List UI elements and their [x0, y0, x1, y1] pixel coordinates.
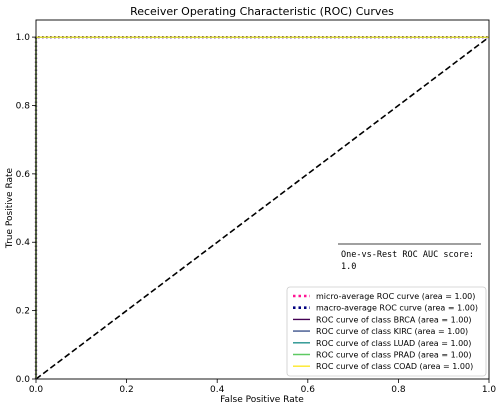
legend-label-1: macro-average ROC curve (area = 1.00) — [316, 304, 478, 313]
legend-label-3: ROC curve of class KIRC (area = 1.00) — [316, 327, 468, 336]
legend-label-4: ROC curve of class LUAD (area = 1.00) — [316, 339, 471, 348]
x-tick-label-1: 0.2 — [119, 385, 133, 395]
y-tick-label-5: 1.0 — [16, 33, 31, 43]
y-tick-label-1: 0.2 — [16, 307, 30, 317]
y-tick-label-2: 0.4 — [16, 238, 31, 248]
legend-label-6: ROC curve of class COAD (area = 1.00) — [316, 362, 473, 371]
annotation-line-1: One-vs-Rest ROC AUC score: — [341, 250, 474, 260]
y-tick-label-3: 0.6 — [16, 170, 31, 180]
x-tick-label-5: 1.0 — [482, 385, 496, 395]
auc-annotation: One-vs-Rest ROC AUC score: 1.0 — [338, 243, 481, 272]
legend-label-5: ROC curve of class PRAD (area = 1.00) — [316, 351, 472, 360]
chart-title: Receiver Operating Characteristic (ROC) … — [130, 5, 394, 18]
y-tick-label-4: 0.8 — [16, 101, 31, 111]
x-tick-label-2: 0.4 — [210, 385, 225, 395]
x-tick-label-0: 0.0 — [29, 385, 44, 395]
axes-frame — [35, 19, 490, 380]
legend-frame — [286, 286, 487, 377]
y-axis-label: True Positive Rate — [5, 167, 15, 249]
annotation-line-2: 1.0 — [341, 262, 356, 272]
x-tick-label-4: 0.8 — [391, 385, 406, 395]
x-axis-label: False Positive Rate — [220, 395, 304, 405]
y-tick-label-0: 0.0 — [16, 375, 31, 385]
legend-label-0: micro-average ROC curve (area = 1.00) — [316, 292, 475, 301]
legend-label-2: ROC curve of class BRCA (area = 1.00) — [316, 315, 472, 324]
x-tick-label-3: 0.6 — [301, 385, 316, 395]
chance-diagonal-line — [35, 36, 490, 380]
legend: micro-average ROC curve (area = 1.00) mac… — [286, 286, 487, 377]
plot-area: 0.0 0.2 0.4 0.6 0.8 1.0 0.0 0.2 0.4 0.6 0.8 1.0 — [16, 19, 496, 395]
